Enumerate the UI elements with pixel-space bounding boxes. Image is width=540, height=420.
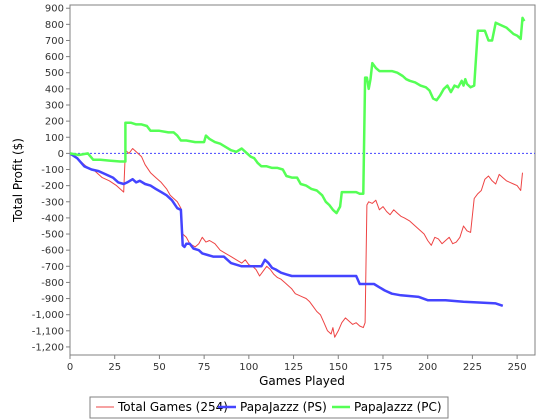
y-axis: 900 800 700 600 500 400 300 200 100 0 -100 -200 -300… [32,4,70,353]
y-tick-label: 100 [45,133,64,144]
y-tick-label: -200 [41,181,64,192]
legend-label-1: Total Games (254) [117,400,228,414]
series-line-1 [69,148,523,338]
y-tick-label: -1,100 [32,326,64,337]
y-tick-label: -800 [41,278,64,289]
y-tick-label: -600 [41,246,64,257]
y-tick-label: 600 [45,52,64,63]
x-tick-label: 50 [153,362,166,373]
x-axis: 0 25 50 75 100 125 150 175 200 225 250 [67,355,527,373]
y-tick-label: -100 [41,165,64,176]
y-tick-label: 900 [45,4,64,15]
y-tick-label: -500 [41,230,64,241]
y-tick-label: -700 [41,262,64,273]
x-tick-label: 0 [67,362,73,373]
y-tick-label: -300 [41,197,64,208]
series-layer [69,16,526,338]
x-tick-label: 25 [108,362,121,373]
y-tick-label: 700 [45,36,64,47]
y-tick-label: -400 [41,213,64,224]
x-tick-label: 200 [418,362,437,373]
x-tick-label: 125 [284,362,303,373]
x-tick-label: 100 [239,362,258,373]
y-tick-label: 500 [45,68,64,79]
y-tick-label: 0 [58,149,64,160]
y-tick-label: -900 [41,294,64,305]
y-tick-label: 400 [45,84,64,95]
x-tick-label: 75 [198,362,211,373]
x-tick-label: 225 [463,362,482,373]
legend: Total Games (254) PapaJazzz (PS) PapaJazzz… [96,400,442,414]
y-tick-label: 800 [45,20,64,31]
legend-label-3: PapaJazzz (PC) [354,400,442,414]
x-tick-label: 150 [329,362,348,373]
x-tick-label: 175 [373,362,392,373]
y-tick-label: -1,000 [32,310,64,321]
y-axis-title: Total Profit ($) [11,138,25,223]
series-line-3 [69,16,526,215]
legend-label-2: PapaJazzz (PS) [240,400,327,414]
series-line-2 [69,152,504,307]
x-axis-title: Games Played [259,374,345,388]
legend-box [89,396,449,419]
y-tick-label: -1,200 [32,342,64,353]
y-tick-label: 300 [45,101,64,112]
y-tick-label: 200 [45,117,64,128]
x-tick-label: 250 [508,362,527,373]
